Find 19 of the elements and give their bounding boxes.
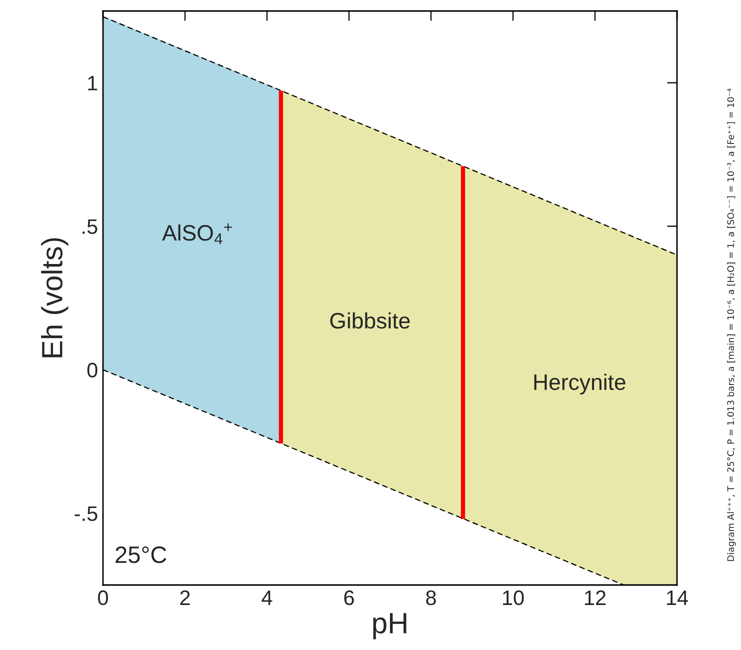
text: Diagram Al⁺⁺⁺, T = 25°C, P = 1.013 bars, a [main] = 10⁻⁶, a [H₂O] = 1, a [SO₄⁻⁻] = 10⁻³, a [Fe⁺⁺] = 10⁻⁴: [727, 88, 736, 561]
x-tick-label: 6: [344, 590, 354, 606]
x-tick-label: 14: [667, 590, 688, 605]
y-tick-label: -.5: [74, 506, 98, 522]
x-tick-label: 0: [98, 590, 108, 606]
x-tick-label: 4: [262, 590, 272, 605]
x-tick-label: 12: [585, 590, 606, 605]
x-tick-label: 10: [503, 590, 524, 606]
x-axis-title: pH: [373, 613, 406, 640]
annotation: 25°C: [116, 546, 166, 564]
x-tick-label: 8: [426, 590, 436, 606]
y-tick-label: 0: [87, 362, 98, 378]
x-tick-label: 2: [180, 590, 190, 605]
annotation: Hercynite: [534, 374, 626, 394]
annotation: Gibbsite: [330, 312, 410, 329]
annotation: AlSO$_{4}$$^{+}$: [162, 223, 232, 244]
y-tick-label: 1: [88, 76, 98, 90]
y-tick-label: .5: [82, 219, 98, 234]
y-axis-title: Eh (volts): [41, 238, 68, 358]
